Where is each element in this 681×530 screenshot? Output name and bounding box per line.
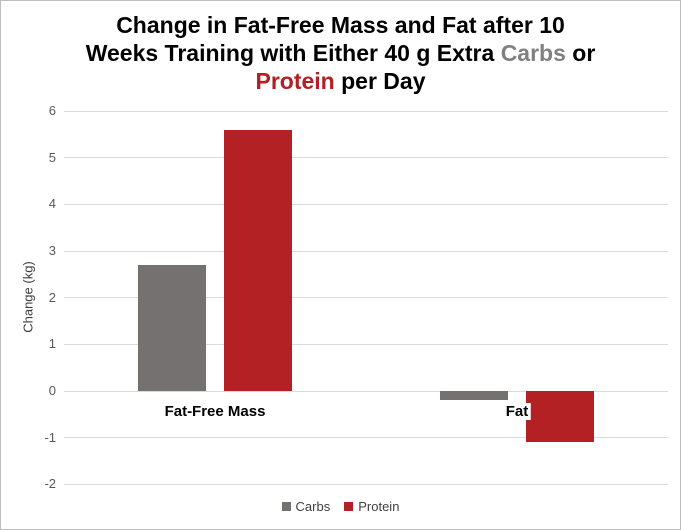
legend: Carbs Protein [1,499,680,514]
legend-swatch-protein [344,502,354,511]
y-tick-label: 5 [48,149,56,165]
title-segment: or [565,40,596,66]
gridline-y-1 [64,343,668,345]
title-segment: per Day [334,68,426,94]
legend-swatch-carbs [281,502,291,511]
category-label-fat-free-mass: Fat-Free Mass [162,403,268,421]
chart-title-line: Protein per Day [1,67,680,95]
gridline-y-6 [64,110,668,112]
category-label-fat: Fat [503,403,531,421]
gridline-y-3 [64,250,668,252]
bar-protein-fat-free-mass [224,129,292,392]
legend-label: Protein [358,499,400,514]
y-tick-label: 0 [48,383,56,399]
y-tick-label: 3 [48,243,56,259]
title-segment: Protein [255,68,335,94]
title-segment: Weeks Training with Either 40 g Extra [85,40,501,66]
bar-carbs-fat-free-mass [138,265,206,392]
chart-title-line: Change in Fat-Free Mass and Fat after 10 [1,11,680,39]
bar-protein-fat [526,391,594,443]
y-tick-label: 2 [48,289,56,305]
y-tick-label: 1 [48,336,56,352]
chart-title: Change in Fat-Free Mass and Fat after 10… [1,11,680,95]
gridline-y--2 [64,483,668,485]
gridline-y--1 [64,437,668,439]
y-tick-label: 6 [48,103,56,118]
y-tick-label: 4 [48,196,56,212]
title-segment: Carbs [500,40,566,66]
legend-label: Carbs [295,499,331,514]
y-tick-label: -2 [44,476,56,492]
legend-item-carbs: Carbs [281,499,331,514]
title-segment: Change in Fat-Free Mass and Fat after 10 [116,12,565,38]
gridline-y-5 [64,157,668,159]
gridline-y-0 [64,390,668,392]
y-tick-label: -1 [44,429,56,445]
gridline-y-2 [64,297,668,299]
bar-carbs-fat [440,391,508,401]
legend-item-protein: Protein [344,499,399,514]
chart-title-line: Weeks Training with Either 40 g Extra Ca… [1,39,680,67]
gridline-y-4 [64,203,668,205]
